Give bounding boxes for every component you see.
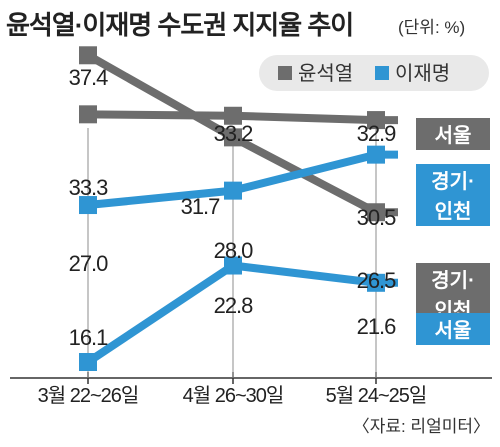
chart-title: 윤석열·이재명 수도권 지지율 추이 xyxy=(6,10,353,40)
data-point xyxy=(224,128,242,147)
data-point xyxy=(79,105,97,124)
data-point xyxy=(367,145,385,164)
legend: 윤석열 이재명 xyxy=(259,55,489,91)
data-label: 28.0 xyxy=(214,238,254,263)
data-point xyxy=(79,196,97,215)
data-label: 16.1 xyxy=(69,325,109,350)
series-end-label: 경기· 인천 xyxy=(416,164,490,226)
data-label: 37.4 xyxy=(69,65,109,90)
chart-unit: (단위: %) xyxy=(398,18,465,37)
series-end-label-text: 경기· xyxy=(431,269,474,292)
legend-swatch-yoon xyxy=(278,66,292,80)
data-point xyxy=(367,203,385,222)
data-label: 30.5 xyxy=(357,205,397,230)
data-point xyxy=(224,181,242,200)
series-end-label-text: 인천 xyxy=(435,200,472,223)
data-label: 33.2 xyxy=(214,121,254,146)
data-label: 26.5 xyxy=(357,268,397,293)
data-point xyxy=(224,256,242,275)
data-label: 27.0 xyxy=(69,251,109,276)
data-point xyxy=(367,273,385,292)
legend-swatch-lee xyxy=(375,66,389,80)
series-end-label: 서울 xyxy=(416,313,490,345)
legend-label-yoon: 윤석열 xyxy=(298,62,353,85)
data-label: 32.9 xyxy=(357,121,397,146)
source-note: 〈자료: 리얼미터〉 xyxy=(353,417,490,436)
data-label: 21.6 xyxy=(357,314,397,339)
x-tick-label: 3월 22~26일 xyxy=(38,384,139,407)
series-end-label-box xyxy=(416,118,490,150)
series-end-label-text: 서울 xyxy=(435,124,472,147)
series-end-label-box xyxy=(416,164,490,226)
data-label: 31.7 xyxy=(181,194,221,219)
data-label: 22.8 xyxy=(214,293,254,318)
data-label: 33.3 xyxy=(69,175,109,200)
x-tick-label: 4월 26~30일 xyxy=(183,384,284,407)
data-point xyxy=(79,353,97,371)
series-line xyxy=(87,150,398,210)
series-line xyxy=(85,261,398,366)
series-end-label: 서울 xyxy=(416,118,490,150)
data-point xyxy=(79,46,97,65)
series-end-label-box xyxy=(416,313,490,345)
data-point xyxy=(367,111,385,130)
series-end-label-text: 경기· xyxy=(431,170,474,193)
series-line xyxy=(87,110,398,125)
series-end-label-text: 서울 xyxy=(435,319,472,342)
x-tick-label: 5월 24~25일 xyxy=(326,384,427,407)
data-point xyxy=(224,106,242,125)
legend-label-lee: 이재명 xyxy=(395,62,450,85)
